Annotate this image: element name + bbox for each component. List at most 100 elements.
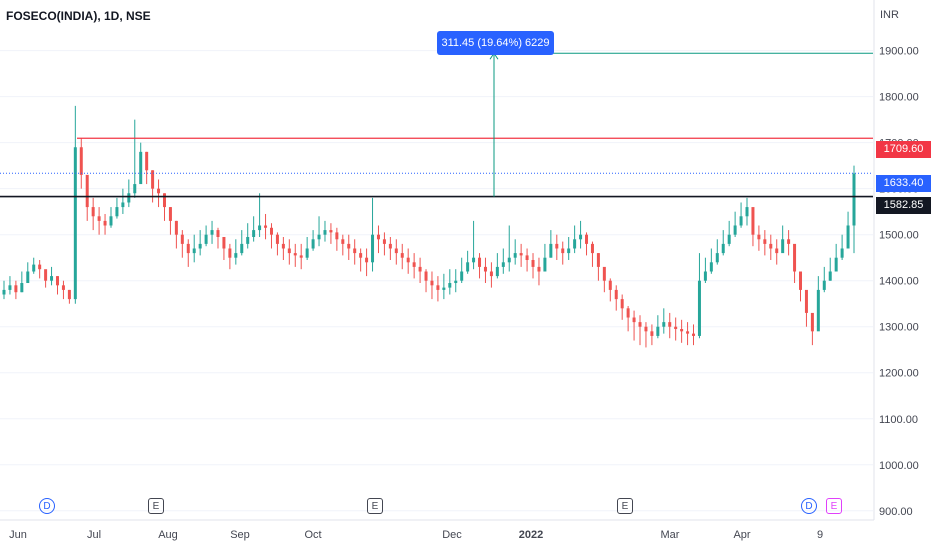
candle-body — [525, 255, 529, 260]
candle-body — [2, 289, 6, 295]
candle-body — [775, 248, 779, 254]
candle-body — [834, 257, 838, 272]
candle-body — [168, 207, 172, 221]
candle — [44, 269, 48, 288]
resistance-price-tag: 1709.60 — [876, 141, 931, 158]
candle-body — [162, 193, 166, 208]
candle — [317, 216, 321, 247]
candle — [466, 250, 470, 274]
candle — [103, 213, 107, 235]
candle-body — [781, 239, 785, 254]
candle-body — [555, 243, 559, 249]
candle — [293, 243, 297, 267]
candle — [329, 223, 333, 244]
candle-body — [281, 243, 285, 249]
candle — [573, 225, 577, 254]
price-tick-label: 900.00 — [879, 506, 913, 518]
candle — [376, 225, 380, 254]
candle-body — [751, 207, 755, 235]
candle-body — [656, 326, 660, 336]
candle-body — [620, 299, 624, 309]
earnings-event-badge[interactable]: E — [367, 498, 383, 514]
candle-body — [234, 253, 238, 258]
earnings-event-badge[interactable]: E — [826, 498, 842, 514]
candle — [269, 223, 273, 249]
candle-body — [852, 173, 856, 226]
candle-body — [145, 151, 149, 171]
time-tick-label: Aug — [158, 529, 178, 541]
candle — [692, 324, 696, 346]
candle — [133, 119, 137, 198]
candle — [454, 269, 458, 293]
candle-body — [269, 227, 273, 235]
price-tick-label: 1000.00 — [879, 460, 919, 472]
candle — [198, 230, 202, 256]
candle — [519, 243, 523, 267]
candle-body — [602, 266, 606, 281]
candle — [139, 142, 143, 185]
candle-body — [804, 289, 808, 313]
candle-body — [335, 232, 339, 240]
dividend-event-badge[interactable]: D — [39, 498, 55, 514]
candle-body — [293, 253, 297, 256]
candle-body — [668, 322, 672, 327]
candle — [674, 317, 678, 341]
candle-body — [632, 317, 636, 323]
candle-body — [727, 234, 731, 244]
currency-label[interactable]: INR — [880, 9, 899, 21]
candle-body — [32, 264, 36, 272]
candle-body — [222, 236, 226, 249]
candle-body — [275, 234, 279, 244]
candle-body — [448, 283, 452, 288]
candle — [210, 220, 214, 244]
candle — [174, 220, 178, 249]
candle-body — [61, 285, 65, 290]
candle — [258, 193, 262, 237]
candle — [757, 225, 761, 251]
candle — [816, 276, 820, 332]
candle-body — [537, 266, 541, 272]
candle — [709, 248, 713, 274]
candle — [347, 234, 351, 260]
candle — [781, 225, 785, 254]
candle-body — [745, 207, 749, 217]
candle — [715, 239, 719, 265]
candle-body — [418, 266, 422, 272]
candle-body — [573, 239, 577, 249]
dividend-event-badge[interactable]: D — [801, 498, 817, 514]
candle — [448, 269, 452, 295]
earnings-event-badge[interactable]: E — [617, 498, 633, 514]
candle-body — [228, 248, 232, 258]
candle — [543, 243, 547, 272]
candle — [460, 257, 464, 284]
candle-body — [507, 257, 511, 263]
price-tick-label: 1200.00 — [879, 368, 919, 380]
symbol-title[interactable]: FOSECO(INDIA), 1D, NSE — [6, 9, 151, 23]
candle — [828, 257, 832, 281]
candle-body — [204, 234, 208, 244]
candle-body — [501, 262, 505, 267]
candle-body — [287, 248, 291, 254]
candle-body — [264, 225, 268, 228]
candle — [85, 174, 89, 221]
candle-body — [543, 257, 547, 272]
candle — [656, 315, 660, 339]
candle — [626, 306, 630, 332]
candle — [489, 262, 493, 288]
candle — [204, 225, 208, 247]
candle — [513, 239, 517, 265]
time-tick-label: 9 — [817, 529, 823, 541]
candle — [157, 179, 161, 208]
candle-body — [596, 253, 600, 267]
candle-body — [109, 216, 113, 226]
price-axis[interactable]: 900.00 1000.00 1100.00 1200.00 1300.00 1400.0… — [879, 46, 919, 518]
candle-body — [317, 234, 321, 240]
candle — [323, 220, 327, 242]
earnings-event-badge[interactable]: E — [148, 498, 164, 514]
support-price-tag: 1582.85 — [876, 197, 931, 214]
time-axis[interactable]: Jun Jul Aug Sep Oct Dec 2022 Mar Apr 9 — [9, 529, 823, 541]
candle-body — [460, 271, 464, 281]
candle-body — [430, 280, 434, 286]
candle-body — [424, 271, 428, 281]
